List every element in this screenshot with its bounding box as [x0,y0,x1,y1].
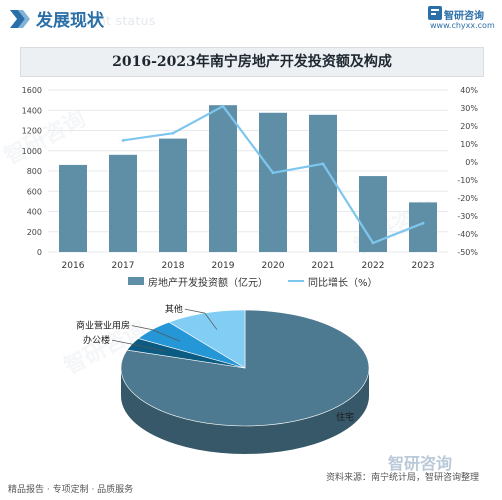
bar-2016 [59,164,87,252]
x-tick-label: 2020 [262,261,285,271]
x-tick-label: 2023 [412,261,435,271]
bar-2020 [259,112,287,252]
x-tick-label: 2022 [362,261,385,271]
y-left-tick-label: 600 [27,187,42,196]
header-subtitle: ment status [78,14,156,28]
y-right-tick-label: 10% [460,140,478,149]
x-tick-label: 2018 [162,261,185,271]
chevron-icon [10,10,30,28]
y-left-tick-label: 200 [27,228,42,237]
pie-leader-line [111,339,166,352]
chart-legend: 房地产开发投资额（亿元） 同比增长（%） [0,272,502,290]
growth-point-2018 [171,131,175,135]
brand-url: www.chyxx.com [430,21,495,30]
footer-tagline: 精品报告 · 专项定制 · 品质服务 [8,485,134,495]
x-tick-label: 2021 [312,261,335,271]
y-right-tick-label: -50% [457,248,478,257]
bar-2019 [209,105,237,252]
y-right-tick-label: 40% [460,86,478,95]
x-tick-label: 2019 [212,261,235,271]
y-left-tick-label: 1400 [22,106,42,115]
page-title: 发展现状 [36,11,104,31]
growth-point-2022 [371,241,375,245]
legend-swatch-line [288,280,304,282]
pie-label: 办公楼 [83,334,110,346]
footer-brand: 智研咨询 [388,454,453,473]
brand-name: 智研咨询 [444,11,484,22]
y-right-tick-label: 30% [460,104,478,113]
y-left-tick-label: 1600 [22,86,42,95]
pie-leader-line [131,325,181,342]
brand-logo-icon [428,6,442,20]
pie-label: 住宅 [336,411,354,423]
y-right-tick-label: 0% [465,158,478,167]
y-right-tick-label: -40% [457,230,478,239]
y-left-tick-label: 400 [27,208,42,217]
legend-label-growth: 同比增长（%） [308,278,378,289]
growth-point-2023 [421,221,425,225]
bar-2021 [309,114,337,253]
pie-leader-line [184,308,218,330]
bar-2017 [109,154,137,252]
growth-point-2020 [271,171,275,175]
y-left-tick-label: 0 [37,248,42,257]
source-note: 资料来源：南宁统计局，智研咨询整理 [326,473,480,483]
y-left-tick-label: 1200 [22,127,42,136]
legend-swatch-bar [128,277,144,285]
pie-label: 商业营业用房 [76,320,130,332]
y-right-tick-label: -20% [457,194,478,203]
growth-point-2019 [221,104,225,108]
chart-title: 2016-2023年南宁房地产开发投资额及构成 [20,47,484,77]
y-left-tick-label: 1000 [22,147,42,156]
growth-point-2021 [321,162,325,166]
legend-label-investment: 房地产开发投资额（亿元） [148,278,268,289]
y-right-tick-label: -10% [457,176,478,185]
combo-chart: 0 200 400 600 800 1000 1200 1400 1600 -50% -40% -30… [22,86,479,271]
bar-2018 [159,138,187,252]
y-right-tick-label: -30% [457,212,478,221]
y-right-tick-label: 20% [460,122,478,131]
pie-side-住宅 [121,368,369,454]
growth-point-2017 [121,139,125,142]
header-bar: ment status 发展现状 智研咨询 www.chyxx.com [0,0,502,36]
y-left-tick-label: 800 [27,167,42,176]
x-tick-label: 2017 [112,261,135,271]
x-tick-label: 2016 [62,261,85,271]
pie-label: 其他 [165,303,183,315]
